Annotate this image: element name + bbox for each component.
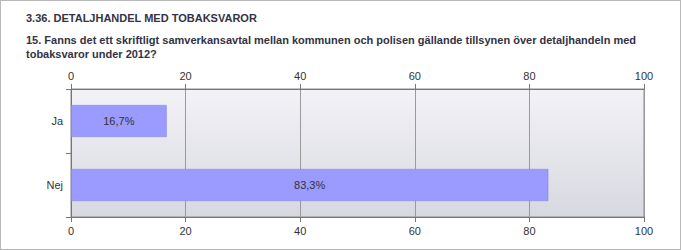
- svg-text:60: 60: [409, 225, 421, 237]
- svg-text:16,7%: 16,7%: [103, 115, 134, 127]
- svg-text:100: 100: [635, 70, 653, 82]
- svg-text:15. Fanns det ett skriftligt s: 15. Fanns det ett skriftligt samverkansa…: [26, 34, 639, 46]
- svg-text:80: 80: [523, 70, 535, 82]
- svg-text:40: 40: [294, 70, 306, 82]
- svg-text:0: 0: [68, 70, 74, 82]
- svg-text:40: 40: [294, 225, 306, 237]
- svg-text:Nej: Nej: [46, 179, 63, 191]
- svg-text:80: 80: [523, 225, 535, 237]
- svg-text:Ja: Ja: [51, 115, 64, 127]
- svg-text:3.36. DETALJHANDEL MED TOBAKSV: 3.36. DETALJHANDEL MED TOBAKSVAROR: [26, 12, 257, 24]
- svg-text:0: 0: [68, 225, 74, 237]
- svg-text:100: 100: [635, 225, 653, 237]
- svg-text:20: 20: [179, 225, 191, 237]
- svg-text:60: 60: [409, 70, 421, 82]
- svg-text:83,3%: 83,3%: [294, 179, 325, 191]
- svg-text:20: 20: [179, 70, 191, 82]
- svg-text:tobaksvaror under 2012?: tobaksvaror under 2012?: [26, 48, 157, 60]
